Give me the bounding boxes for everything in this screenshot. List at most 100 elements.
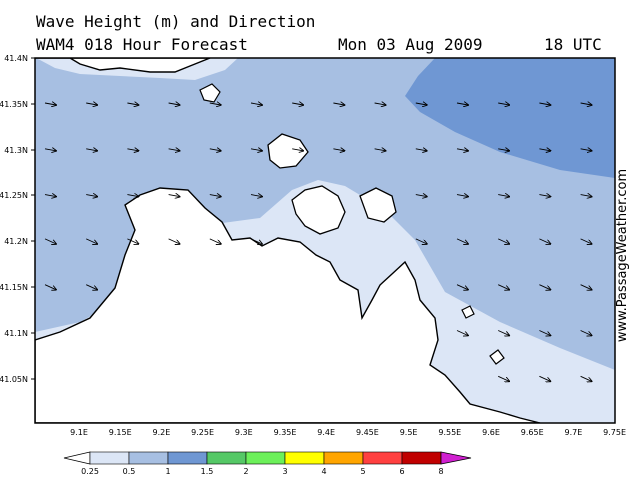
- wave-arrow: [580, 103, 592, 105]
- wave-arrow: [539, 238, 550, 244]
- wave-arrow: [498, 284, 509, 290]
- lon-label: 9.2E: [153, 428, 171, 437]
- wave-direction-arrows: [44, 103, 592, 381]
- lon-label: 9.25E: [191, 428, 214, 437]
- forecast-subtitle: WAM4 018 Hour Forecast: [36, 35, 248, 54]
- legend-high-arrow: [440, 451, 472, 465]
- land-corsica: [35, 58, 211, 73]
- wave-arrow: [456, 330, 468, 336]
- legend-swatch: [401, 451, 442, 465]
- forecast-time: 18 UTC: [544, 35, 602, 54]
- wave-arrow: [415, 238, 427, 244]
- legend-low-arrow: [63, 451, 91, 465]
- wave-height-legend: 0.25 0.5 1 1.5 2 3 4 5 6 8: [63, 451, 472, 476]
- legend-label: 1.5: [201, 467, 214, 476]
- map-title: Wave Height (m) and Direction: [36, 12, 316, 31]
- wave-arrow: [250, 238, 262, 244]
- legend-swatch: [128, 451, 169, 465]
- wave-arrow: [580, 195, 592, 197]
- wave-arrow: [580, 149, 592, 151]
- wave-arrow: [374, 149, 386, 151]
- wave-arrow: [539, 149, 550, 151]
- lat-label: 41.4N: [4, 54, 28, 63]
- wave-arrow: [498, 195, 509, 197]
- wave-arrow: [456, 284, 468, 290]
- wave-arrow: [456, 149, 468, 151]
- wave-arrow: [44, 284, 56, 290]
- lat-label: 41.2N: [4, 237, 28, 246]
- sea-band-1: [405, 58, 615, 178]
- legend-label: 0.5: [123, 467, 136, 476]
- wave-arrow: [539, 103, 550, 105]
- legend-label: 2: [243, 467, 248, 476]
- island-caprera: [291, 185, 346, 235]
- wave-arrow: [456, 195, 468, 197]
- legend-label: 8: [438, 467, 443, 476]
- islet-southeast: [489, 349, 505, 365]
- wave-arrow: [250, 103, 262, 105]
- lat-label: 41.05N: [0, 375, 28, 384]
- legend-swatch: [89, 451, 130, 465]
- wave-arrow: [209, 238, 221, 244]
- islet-north: [199, 83, 221, 103]
- wave-arrow: [86, 284, 97, 290]
- legend-swatch: [245, 451, 286, 465]
- wave-arrow: [86, 103, 97, 105]
- latitude-axis: 41.4N 41.35N 41.3N 41.25N 41.2N 41.15N 41.1N 41…: [0, 54, 35, 384]
- wave-arrow: [209, 103, 221, 105]
- wave-arrow: [539, 330, 550, 336]
- wave-arrow: [44, 149, 56, 151]
- legend-swatch: [323, 451, 364, 465]
- lon-label: 9.7E: [565, 428, 583, 437]
- island-tavolara: [359, 187, 397, 223]
- lat-label: 41.15N: [0, 283, 28, 292]
- legend-swatch: [167, 451, 208, 465]
- wave-arrow: [415, 195, 427, 197]
- wave-arrow: [374, 103, 386, 105]
- lon-label: 9.4E: [317, 428, 335, 437]
- lon-label: 9.5E: [400, 428, 418, 437]
- lat-label: 41.1N: [4, 329, 28, 338]
- legend-label: 5: [360, 467, 365, 476]
- wave-arrow: [168, 149, 180, 151]
- legend-label: 0.25: [81, 467, 99, 476]
- wave-arrow: [209, 195, 221, 197]
- wave-arrow: [250, 149, 262, 151]
- wave-arrow: [292, 149, 303, 151]
- wave-arrow: [498, 238, 509, 244]
- wave-arrow: [168, 195, 180, 197]
- wave-arrow: [127, 149, 138, 151]
- wave-arrow: [539, 284, 550, 290]
- wave-arrow: [539, 375, 550, 381]
- legend-label: 3: [282, 467, 287, 476]
- wave-arrow: [209, 149, 221, 151]
- lon-label: 9.45E: [356, 428, 379, 437]
- wave-arrow: [498, 103, 509, 105]
- islet-east: [461, 305, 475, 319]
- wave-arrow: [456, 103, 468, 105]
- wave-arrow: [415, 149, 427, 151]
- lon-label: 9.75E: [603, 428, 626, 437]
- wave-arrow: [580, 284, 592, 290]
- wave-arrow: [127, 195, 138, 197]
- wave-arrow: [86, 195, 97, 197]
- wave-arrow: [250, 195, 262, 197]
- legend-label: 6: [399, 467, 404, 476]
- forecast-date: Mon 03 Aug 2009: [338, 35, 483, 54]
- island-maddalena: [267, 133, 309, 169]
- legend-label: 4: [321, 467, 326, 476]
- lon-label: 9.65E: [521, 428, 544, 437]
- wave-arrow: [86, 238, 97, 244]
- wave-arrow: [44, 238, 56, 244]
- wave-arrow: [333, 149, 344, 151]
- lon-label: 9.15E: [109, 428, 132, 437]
- wave-arrow: [44, 103, 56, 105]
- legend-swatch: [284, 451, 325, 465]
- lon-label: 9.3E: [235, 428, 253, 437]
- legend-swatch: [206, 451, 247, 465]
- wave-arrow: [127, 103, 138, 105]
- legend-label: 1: [165, 467, 170, 476]
- wave-arrow: [580, 330, 592, 336]
- longitude-axis: 9.1E 9.15E 9.2E 9.25E 9.3E 9.35E 9.4E 9.45E 9.5E…: [70, 428, 626, 437]
- wave-arrow: [498, 375, 509, 381]
